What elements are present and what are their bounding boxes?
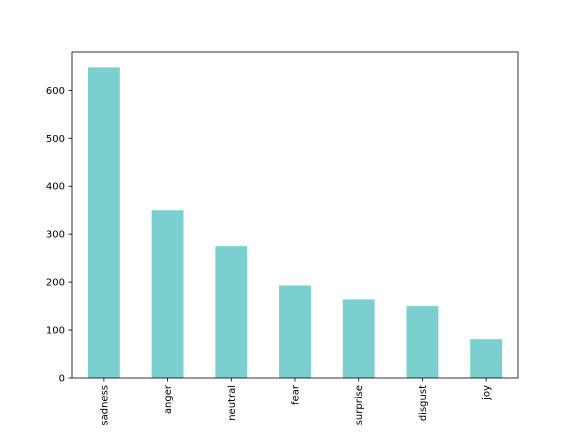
plot-area: 0 100 200 300 400 500 600 sadness anger neutral fe… — [46, 51, 519, 426]
y-tick-label: 300 — [46, 230, 65, 241]
x-tick-label-surprise: surprise — [354, 385, 365, 425]
y-tick-label: 400 — [46, 182, 65, 193]
bar-sadness — [87, 67, 120, 378]
bar-anger — [151, 210, 184, 378]
bar-fear — [279, 285, 311, 378]
bar-disgust — [406, 306, 439, 378]
x-tick-label-neutral: neutral — [227, 385, 238, 421]
y-tick-label: 200 — [46, 278, 65, 289]
x-tick-label-fear: fear — [291, 384, 302, 405]
y-tick-label: 500 — [46, 134, 65, 145]
bar-surprise — [342, 299, 375, 378]
x-tick-label-anger: anger — [163, 384, 174, 414]
y-tick-label: 100 — [46, 326, 65, 337]
bar-neutral — [215, 246, 248, 378]
y-tick-label: 0 — [59, 374, 65, 385]
x-tick-label-sadness: sadness — [99, 385, 110, 426]
bar-joy — [470, 339, 503, 378]
x-tick-label-disgust: disgust — [418, 385, 429, 421]
x-tick-label-joy: joy — [482, 385, 493, 401]
y-tick-label: 600 — [46, 86, 65, 97]
